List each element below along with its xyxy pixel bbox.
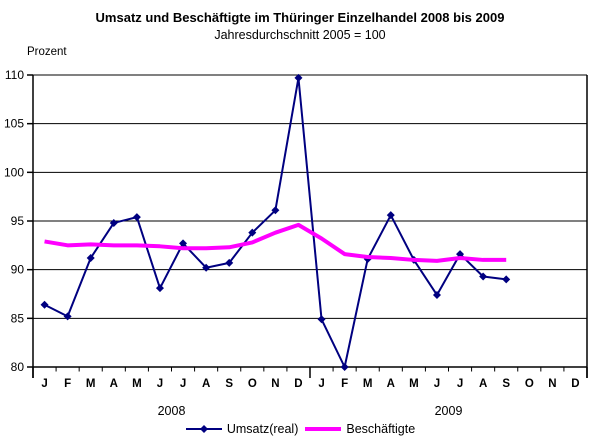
x-axis-month-label: A (479, 378, 487, 390)
x-axis-month-label: D (571, 378, 579, 390)
x-axis-month-label: M (409, 378, 419, 390)
umsatz-data-point-marker (202, 263, 211, 272)
beschaeftigte-line-icon (305, 427, 342, 431)
y-axis-unit-label: Prozent (27, 46, 67, 58)
umsatz-data-point-marker (456, 250, 465, 259)
x-axis-year-label: 2008 (158, 404, 186, 418)
y-axis-tick-label: 105 (4, 117, 24, 131)
umsatz-data-point-marker (317, 315, 326, 324)
x-axis-month-label: J (157, 378, 163, 390)
x-axis-month-label: F (64, 378, 71, 390)
umsatz-data-point-marker (248, 228, 257, 237)
x-axis-month-label: J (41, 378, 47, 390)
legend-umsatz-label: Umsatz(real) (226, 422, 299, 436)
legend-item-beschaeftigte: Beschäftigte (304, 422, 415, 436)
x-axis-year-label: 2009 (435, 404, 463, 418)
umsatz-data-point-marker (340, 363, 349, 371)
x-axis-month-label: A (387, 378, 395, 390)
chart-legend: Umsatz(real) Beschäftigte (0, 422, 600, 436)
chart-title: Umsatz und Beschäftigte im Thüringer Ein… (95, 10, 505, 25)
x-axis-month-label: N (548, 378, 556, 390)
umsatz-data-point-marker (109, 218, 118, 227)
umsatz-data-point-marker (479, 272, 488, 281)
y-axis-tick-label: 95 (11, 214, 25, 228)
umsatz-data-point-marker (225, 258, 234, 267)
umsatz-data-point-marker (432, 290, 441, 299)
umsatz-data-point-marker (132, 213, 141, 222)
umsatz-data-point-marker (63, 312, 72, 321)
umsatz-data-point-marker (502, 275, 511, 284)
umsatz-data-point-marker (271, 206, 280, 215)
x-axis-month-label: D (294, 378, 302, 390)
x-axis-month-label: J (180, 378, 186, 390)
umsatz-data-point-marker (155, 284, 164, 293)
y-axis-tick-label: 110 (5, 68, 24, 82)
umsatz-data-point-marker (294, 73, 303, 82)
x-axis-month-label: S (502, 378, 510, 390)
x-axis-month-label: A (110, 378, 118, 390)
y-axis-tick-label: 85 (11, 311, 25, 325)
beschaeftigte-series-line (44, 222, 507, 263)
umsatz-data-point-marker (40, 300, 49, 309)
y-axis-tick-label: 80 (11, 360, 25, 374)
x-axis-month-label: S (225, 378, 233, 390)
x-axis-month-label: O (525, 378, 534, 390)
umsatz-data-point-marker (179, 239, 188, 248)
x-axis-month-label: M (86, 378, 96, 390)
x-axis-month-label: M (132, 378, 142, 390)
legend-beschaeftigte-label: Beschäftigte (346, 422, 416, 436)
y-axis-tick-label: 100 (4, 165, 24, 179)
x-axis-month-label: J (434, 378, 440, 390)
chart-subtitle: Jahresdurchschnitt 2005 = 100 (214, 28, 386, 42)
umsatz-data-point-marker (86, 253, 95, 262)
x-axis-month-label: M (363, 378, 373, 390)
x-axis-month-label: J (457, 378, 463, 390)
legend-item-umsatz: Umsatz(real) (185, 422, 299, 436)
x-axis-month-label: O (248, 378, 257, 390)
umsatz-line-diamond-icon (185, 425, 222, 433)
umsatz-data-point-marker (386, 211, 395, 220)
x-axis-month-label: N (271, 378, 279, 390)
x-axis-month-label: F (341, 378, 348, 390)
x-axis-month-label: A (202, 378, 210, 390)
y-axis-tick-label: 90 (11, 263, 25, 277)
x-axis-month-label: J (318, 378, 324, 390)
